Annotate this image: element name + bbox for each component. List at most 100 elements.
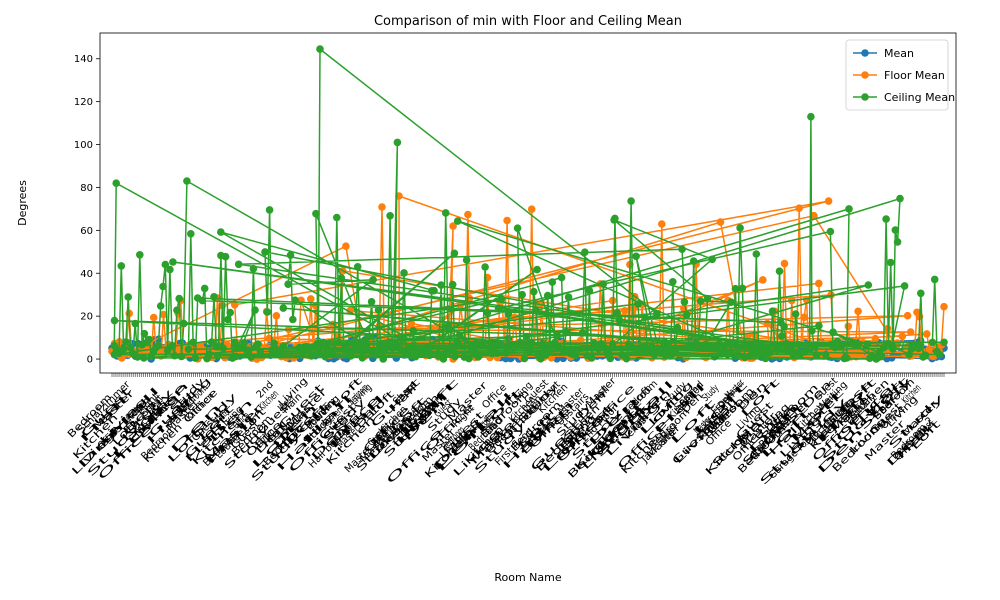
data-point — [503, 216, 511, 225]
data-point — [180, 319, 188, 328]
data-point — [736, 224, 744, 232]
data-point — [759, 276, 767, 284]
data-point — [587, 354, 596, 362]
y-axis-label: Degrees — [16, 180, 29, 226]
data-point — [509, 344, 517, 353]
data-point — [376, 344, 385, 353]
data-point — [602, 346, 611, 355]
data-point — [807, 112, 815, 121]
data-point — [564, 293, 573, 302]
data-point — [230, 301, 239, 309]
data-point — [824, 197, 833, 205]
legend-entry: Floor Mean — [884, 69, 945, 82]
data-point — [683, 311, 691, 319]
x-axis-label: Room Name — [494, 571, 562, 584]
data-point — [400, 269, 408, 277]
data-point — [606, 354, 615, 363]
data-point — [610, 216, 618, 224]
data-point — [423, 343, 432, 352]
data-point — [472, 339, 480, 348]
data-point — [666, 352, 675, 360]
data-point — [226, 308, 234, 317]
data-point — [854, 307, 862, 316]
data-point — [780, 322, 788, 331]
data-point — [168, 341, 177, 350]
data-point — [560, 347, 568, 355]
data-point — [708, 255, 716, 264]
data-point — [117, 262, 126, 270]
data-point — [838, 341, 846, 350]
data-point — [659, 339, 668, 347]
data-point — [333, 213, 341, 222]
data-point — [265, 206, 274, 214]
data-point — [483, 309, 492, 317]
data-point — [553, 331, 561, 340]
data-point — [430, 286, 438, 295]
data-point — [669, 278, 677, 286]
data-point — [550, 338, 559, 347]
data-point — [145, 335, 153, 344]
data-point — [307, 295, 315, 303]
data-point — [207, 338, 216, 346]
data-point — [112, 179, 120, 187]
data-point — [166, 265, 174, 274]
legend: Mean Floor Mean Ceiling Mean — [845, 39, 955, 111]
data-point — [270, 339, 279, 348]
data-point — [312, 209, 320, 218]
y-tick-label: 40 — [80, 269, 93, 280]
data-point — [826, 227, 835, 236]
data-point — [284, 280, 292, 289]
data-point — [585, 286, 594, 295]
data-point — [316, 45, 324, 53]
y-tick-label: 120 — [74, 97, 93, 108]
data-point — [673, 323, 682, 332]
data-point — [438, 352, 447, 361]
data-point — [369, 276, 377, 284]
data-point — [124, 293, 132, 301]
data-point — [119, 345, 128, 353]
data-point — [409, 327, 418, 335]
data-point — [906, 328, 915, 336]
data-point — [527, 338, 536, 347]
x-ticks: BedroomLivingKitchenOfficeDenHallGuestMa… — [66, 373, 946, 488]
data-point — [791, 310, 800, 318]
data-point — [448, 280, 457, 289]
data-point — [504, 310, 513, 318]
data-point — [557, 273, 566, 282]
data-point — [200, 284, 209, 293]
data-point — [523, 332, 531, 341]
data-point — [184, 345, 193, 354]
data-point — [763, 319, 772, 328]
data-point — [169, 258, 177, 266]
data-point — [621, 307, 629, 315]
data-point — [492, 349, 501, 358]
data-point — [224, 315, 232, 324]
data-point — [272, 312, 281, 320]
data-point — [627, 197, 635, 205]
data-point — [110, 350, 119, 359]
data-point — [502, 349, 510, 357]
data-point — [453, 217, 462, 225]
data-point — [175, 294, 183, 303]
data-point — [187, 230, 195, 238]
data-point — [888, 341, 896, 350]
data-point — [882, 215, 890, 223]
data-point — [940, 338, 948, 347]
data-point — [365, 332, 374, 341]
data-point — [808, 327, 816, 335]
data-point — [205, 350, 214, 358]
data-point — [298, 344, 307, 352]
y-tick-label: 0 — [87, 355, 93, 366]
data-point — [122, 338, 130, 346]
data-point — [921, 351, 930, 360]
data-point — [800, 313, 808, 322]
data-point — [140, 329, 149, 338]
data-point — [393, 341, 401, 350]
data-point — [527, 205, 536, 213]
data-point — [481, 263, 489, 271]
data-point — [577, 336, 585, 345]
data-point — [133, 353, 142, 361]
data-point — [917, 289, 925, 298]
data-point — [469, 347, 478, 356]
data-point — [733, 351, 742, 359]
